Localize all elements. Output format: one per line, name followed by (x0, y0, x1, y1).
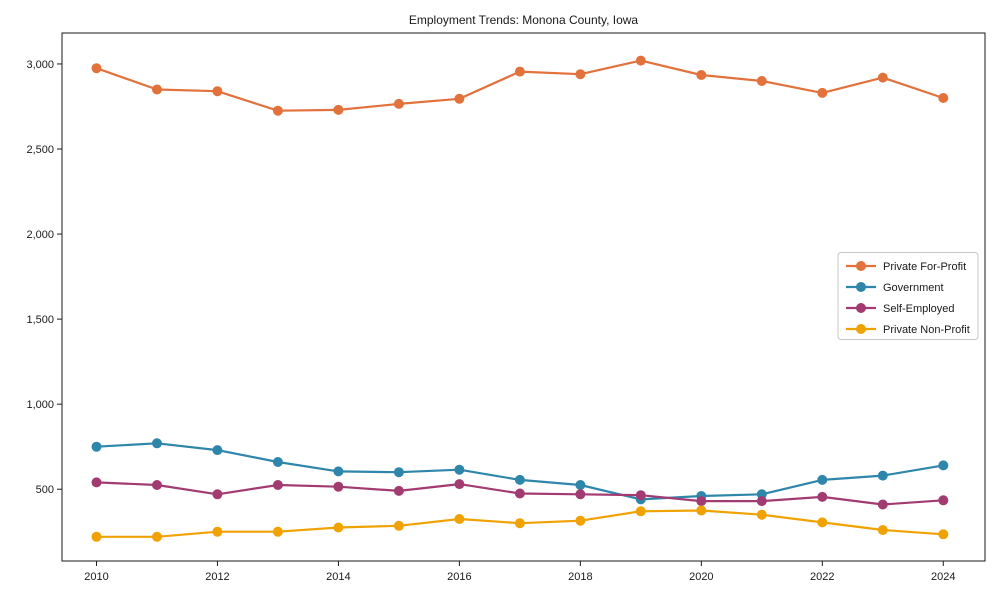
data-point-private-for-profit-2013 (272, 105, 283, 116)
x-tick-label: 2020 (689, 571, 713, 583)
data-point-private-non-profit-2018 (575, 515, 586, 526)
data-point-self-employed-2013 (272, 480, 283, 490)
data-point-government-2016 (454, 464, 465, 475)
plot-border (61, 32, 986, 562)
data-point-private-non-profit-2014 (333, 522, 344, 533)
data-point-government-2013 (272, 457, 283, 467)
data-point-private-non-profit-2010 (91, 531, 102, 542)
data-point-government-2014 (333, 466, 344, 477)
data-point-private-non-profit-2017 (514, 518, 525, 529)
data-point-self-employed-2012 (212, 489, 223, 500)
data-point-self-employed-2021 (756, 496, 767, 507)
data-point-private-for-profit-2019 (635, 55, 646, 66)
data-point-government-2022 (817, 474, 828, 485)
data-point-self-employed-2011 (152, 480, 162, 490)
data-point-private-for-profit-2016 (454, 93, 465, 104)
data-point-private-non-profit-2016 (454, 514, 465, 524)
y-tick-label: 2,000 (26, 229, 54, 241)
legend-item-private-for-profit: Private For-Profit (846, 261, 966, 273)
data-point-private-non-profit-2019 (635, 506, 646, 517)
data-point-private-for-profit-2015 (393, 98, 404, 109)
data-point-government-2017 (514, 474, 525, 485)
x-tick-label: 2014 (326, 571, 350, 583)
y-tick-label: 1,500 (26, 314, 54, 326)
legend-box (837, 252, 979, 340)
data-point-self-employed-2010 (91, 477, 102, 488)
legend-item-self-employed: Self-Employed (846, 303, 955, 315)
legend-dot-marker (856, 282, 866, 292)
data-point-government-2023 (877, 470, 888, 481)
legend-item-government: Government (846, 282, 944, 294)
data-point-private-for-profit-2020 (696, 70, 707, 80)
data-point-self-employed-2024 (938, 495, 949, 506)
x-axis: 2010 2012 2014 2016 2018 2020 2022 2024 (84, 561, 956, 583)
legend-dot-marker (856, 303, 866, 313)
y-tick-label: 2,500 (26, 144, 54, 156)
data-point-self-employed-2019 (635, 490, 646, 501)
data-point-private-for-profit-2023 (877, 72, 888, 83)
data-point-self-employed-2018 (575, 489, 586, 500)
x-tick-label: 2018 (568, 571, 592, 583)
data-point-private-non-profit-2012 (212, 526, 223, 537)
data-point-self-employed-2023 (877, 499, 888, 510)
data-point-self-employed-2017 (514, 488, 525, 499)
data-point-private-non-profit-2023 (877, 525, 888, 535)
x-tick-label: 2012 (205, 571, 229, 583)
x-tick-label: 2016 (447, 571, 471, 583)
data-point-private-non-profit-2024 (938, 529, 949, 540)
data-point-private-non-profit-2021 (756, 509, 767, 520)
legend-dot-marker (856, 324, 866, 334)
data-point-private-non-profit-2020 (696, 505, 707, 516)
data-point-private-non-profit-2011 (152, 531, 162, 542)
data-point-private-for-profit-2010 (91, 63, 102, 74)
legend-item-private-non-profit: Private Non-Profit (846, 324, 970, 336)
y-tick-label: 1,000 (26, 399, 54, 411)
data-point-private-for-profit-2022 (817, 87, 828, 98)
data-point-private-for-profit-2012 (212, 86, 223, 97)
data-point-government-2012 (212, 445, 223, 456)
series-lines (91, 55, 949, 542)
legend-label: Private For-Profit (883, 261, 966, 273)
data-point-government-2024 (938, 460, 949, 471)
data-point-private-for-profit-2011 (152, 84, 162, 95)
legend-label: Self-Employed (883, 303, 955, 315)
data-point-private-for-profit-2024 (938, 93, 949, 103)
legend-label: Private Non-Profit (883, 324, 970, 336)
legend-label: Government (883, 282, 944, 294)
data-point-government-2010 (91, 441, 102, 452)
data-point-government-2015 (393, 467, 404, 478)
data-point-private-for-profit-2017 (514, 66, 525, 77)
data-point-self-employed-2014 (333, 481, 344, 492)
x-tick-label: 2010 (84, 571, 108, 583)
y-tick-label: 3,000 (26, 59, 54, 71)
data-point-government-2011 (152, 438, 162, 449)
data-point-private-for-profit-2018 (575, 69, 586, 80)
legend: Private For-Profit Government Self-Employe… (837, 252, 979, 340)
chart-title: Employment Trends: Monona County, Iowa (409, 13, 639, 27)
data-point-private-for-profit-2014 (333, 104, 344, 115)
y-axis: 500 1,000 1,500 2,000 2,500 3,000 (26, 59, 62, 496)
data-point-self-employed-2016 (454, 479, 465, 490)
data-point-self-employed-2015 (393, 485, 404, 496)
data-point-self-employed-2020 (696, 496, 707, 507)
data-point-private-non-profit-2022 (817, 517, 828, 528)
x-tick-label: 2022 (810, 571, 834, 583)
y-tick-label: 500 (36, 484, 54, 496)
data-point-private-for-profit-2021 (756, 76, 767, 86)
data-point-government-2018 (575, 480, 586, 490)
plot-box (61, 32, 986, 562)
x-tick-label: 2024 (931, 571, 955, 583)
legend-dot-marker (856, 261, 866, 271)
data-point-private-non-profit-2013 (272, 526, 283, 537)
data-point-self-employed-2022 (817, 491, 828, 502)
data-point-private-non-profit-2015 (393, 520, 404, 531)
